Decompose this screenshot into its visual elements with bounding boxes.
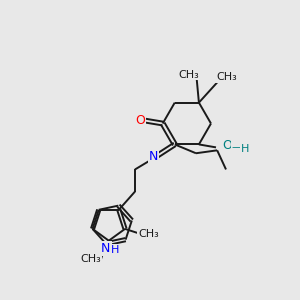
Text: N: N xyxy=(101,242,110,254)
Text: O: O xyxy=(222,140,232,152)
Text: N: N xyxy=(149,150,158,163)
Text: H: H xyxy=(111,245,119,255)
Text: CH₃: CH₃ xyxy=(80,254,101,264)
Text: CH₃: CH₃ xyxy=(216,72,237,82)
Text: CH₃: CH₃ xyxy=(138,229,159,239)
Text: CH₃: CH₃ xyxy=(178,70,199,80)
Text: —: — xyxy=(232,142,243,152)
Text: O: O xyxy=(135,114,145,127)
Text: H: H xyxy=(241,144,249,154)
